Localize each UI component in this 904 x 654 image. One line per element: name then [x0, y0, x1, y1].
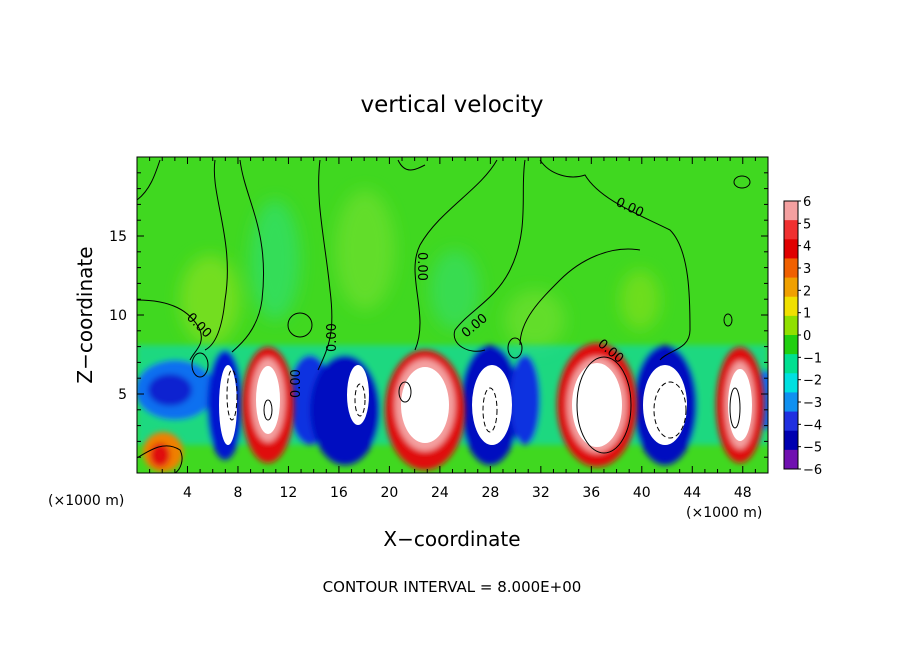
contour-lines: [137, 159, 751, 473]
x-tick-label: 24: [431, 485, 449, 501]
colorbar-tick-label: −6: [803, 463, 822, 478]
colorbar-swatch: [784, 277, 798, 298]
ud-small-core: [150, 443, 170, 467]
colorbar-swatch: [784, 201, 798, 221]
contour-ring-2: [723, 313, 733, 327]
colorbar-swatch: [784, 239, 798, 259]
colorbar-tick-label: 1: [803, 307, 811, 322]
contour-5: [397, 159, 426, 171]
tint-3: [335, 190, 395, 310]
contour-ring-9: [191, 352, 209, 378]
core-1: [219, 365, 237, 445]
colorbar-swatch: [784, 373, 798, 393]
colorbar-tick-label: 5: [803, 217, 811, 232]
contour-label-2: 0.00: [414, 252, 429, 281]
core-5: [472, 365, 512, 445]
contour-2: [137, 299, 202, 361]
contour-1: [137, 159, 228, 351]
tint-6: [620, 270, 660, 330]
dd-a-core: [148, 374, 192, 406]
x-tick-label: 48: [734, 485, 752, 501]
x-axis-label: X−coordinate: [383, 527, 520, 551]
colorbar-swatch: [784, 449, 798, 470]
contour-ring-1: [733, 175, 751, 189]
x-unit-right: (×1000 m): [686, 505, 762, 521]
dd-f: [510, 355, 540, 445]
colorbar-swatch: [784, 315, 798, 336]
contour-ring-5: [729, 387, 741, 429]
colorbar-tick-label: −4: [803, 418, 822, 433]
contour-ring-8: [507, 337, 523, 359]
contour-interval-note: CONTOUR INTERVAL = 8.000E+00: [323, 578, 582, 596]
x-unit-left: (×1000 m): [48, 493, 124, 509]
contour-8: [453, 159, 526, 352]
upper-tints: [180, 190, 660, 350]
core-7: [643, 365, 687, 445]
core-6: [572, 363, 622, 447]
contour-ring-dashed-3: [653, 381, 687, 439]
y-tick-label: 15: [109, 229, 127, 245]
colorbar-swatch: [784, 220, 798, 240]
y-tick-label: 5: [118, 387, 127, 403]
colorbar-tick-label: −5: [803, 441, 822, 456]
colorbar-tick-label: 4: [803, 240, 811, 255]
tint-4: [430, 250, 480, 330]
colorbar-swatch: [784, 258, 798, 279]
colorbar-tick-label: 0: [803, 329, 811, 344]
colorbar: 6 5 4 3 2 1 0 −1 −2 −3 −4 −5 −6: [783, 195, 822, 478]
contour-ring-4: [398, 381, 412, 403]
x-tick-label: 36: [582, 485, 600, 501]
core-4: [401, 367, 449, 443]
colorbar-tick-label: 6: [803, 195, 811, 210]
chart-title: vertical velocity: [361, 92, 544, 118]
colorbar-swatch: [784, 354, 798, 374]
colorbar-swatch: [784, 335, 798, 355]
contour-9: [519, 248, 641, 346]
contour-3: [231, 159, 265, 353]
tint-2: [250, 200, 300, 320]
contour-10: [137, 445, 183, 473]
x-tick-label: 20: [380, 485, 398, 501]
dd-d: [310, 355, 380, 465]
contour-ring-dashed-1: [226, 369, 238, 421]
colorbar-swatch: [784, 392, 798, 413]
x-tick-label: 28: [481, 485, 499, 501]
contour-label-4: 0.00: [325, 323, 340, 352]
x-tick-label: 44: [683, 485, 701, 501]
y-tick-label: 10: [109, 308, 127, 324]
x-tick-label: 16: [330, 485, 348, 501]
core-3: [347, 365, 369, 425]
x-tick-label: 12: [280, 485, 298, 501]
colorbar-swatch: [784, 430, 798, 451]
colorbar-tick-label: 2: [803, 284, 811, 299]
x-tick-label: 40: [633, 485, 651, 501]
contour-ring-3: [576, 356, 632, 454]
x-tick-label: 8: [233, 485, 242, 501]
colorbar-tick-label: −1: [803, 351, 822, 366]
colorbar-tick-label: 3: [803, 262, 811, 277]
colorbar-tick-label: −3: [803, 396, 822, 411]
x-tick-label: 4: [183, 485, 192, 501]
contour-ring-dashed-2: [482, 387, 498, 433]
y-axis-label: Z−coordinate: [73, 246, 97, 383]
contour-ring-dashed-4: [354, 383, 366, 417]
colorbar-tick-label: −2: [803, 374, 822, 389]
colorbar-swatch: [784, 411, 798, 432]
contour-label-5: 0.00: [289, 369, 304, 398]
contour-7: [414, 159, 498, 351]
contour-ring-7: [287, 312, 313, 338]
x-tick-label: 32: [532, 485, 550, 501]
tint-5: [505, 290, 565, 350]
contour-ring-6: [263, 399, 273, 421]
colorbar-swatch: [784, 296, 798, 317]
contour-6: [539, 159, 691, 361]
heatmap-field: [137, 157, 768, 473]
contour-4: [317, 159, 333, 371]
